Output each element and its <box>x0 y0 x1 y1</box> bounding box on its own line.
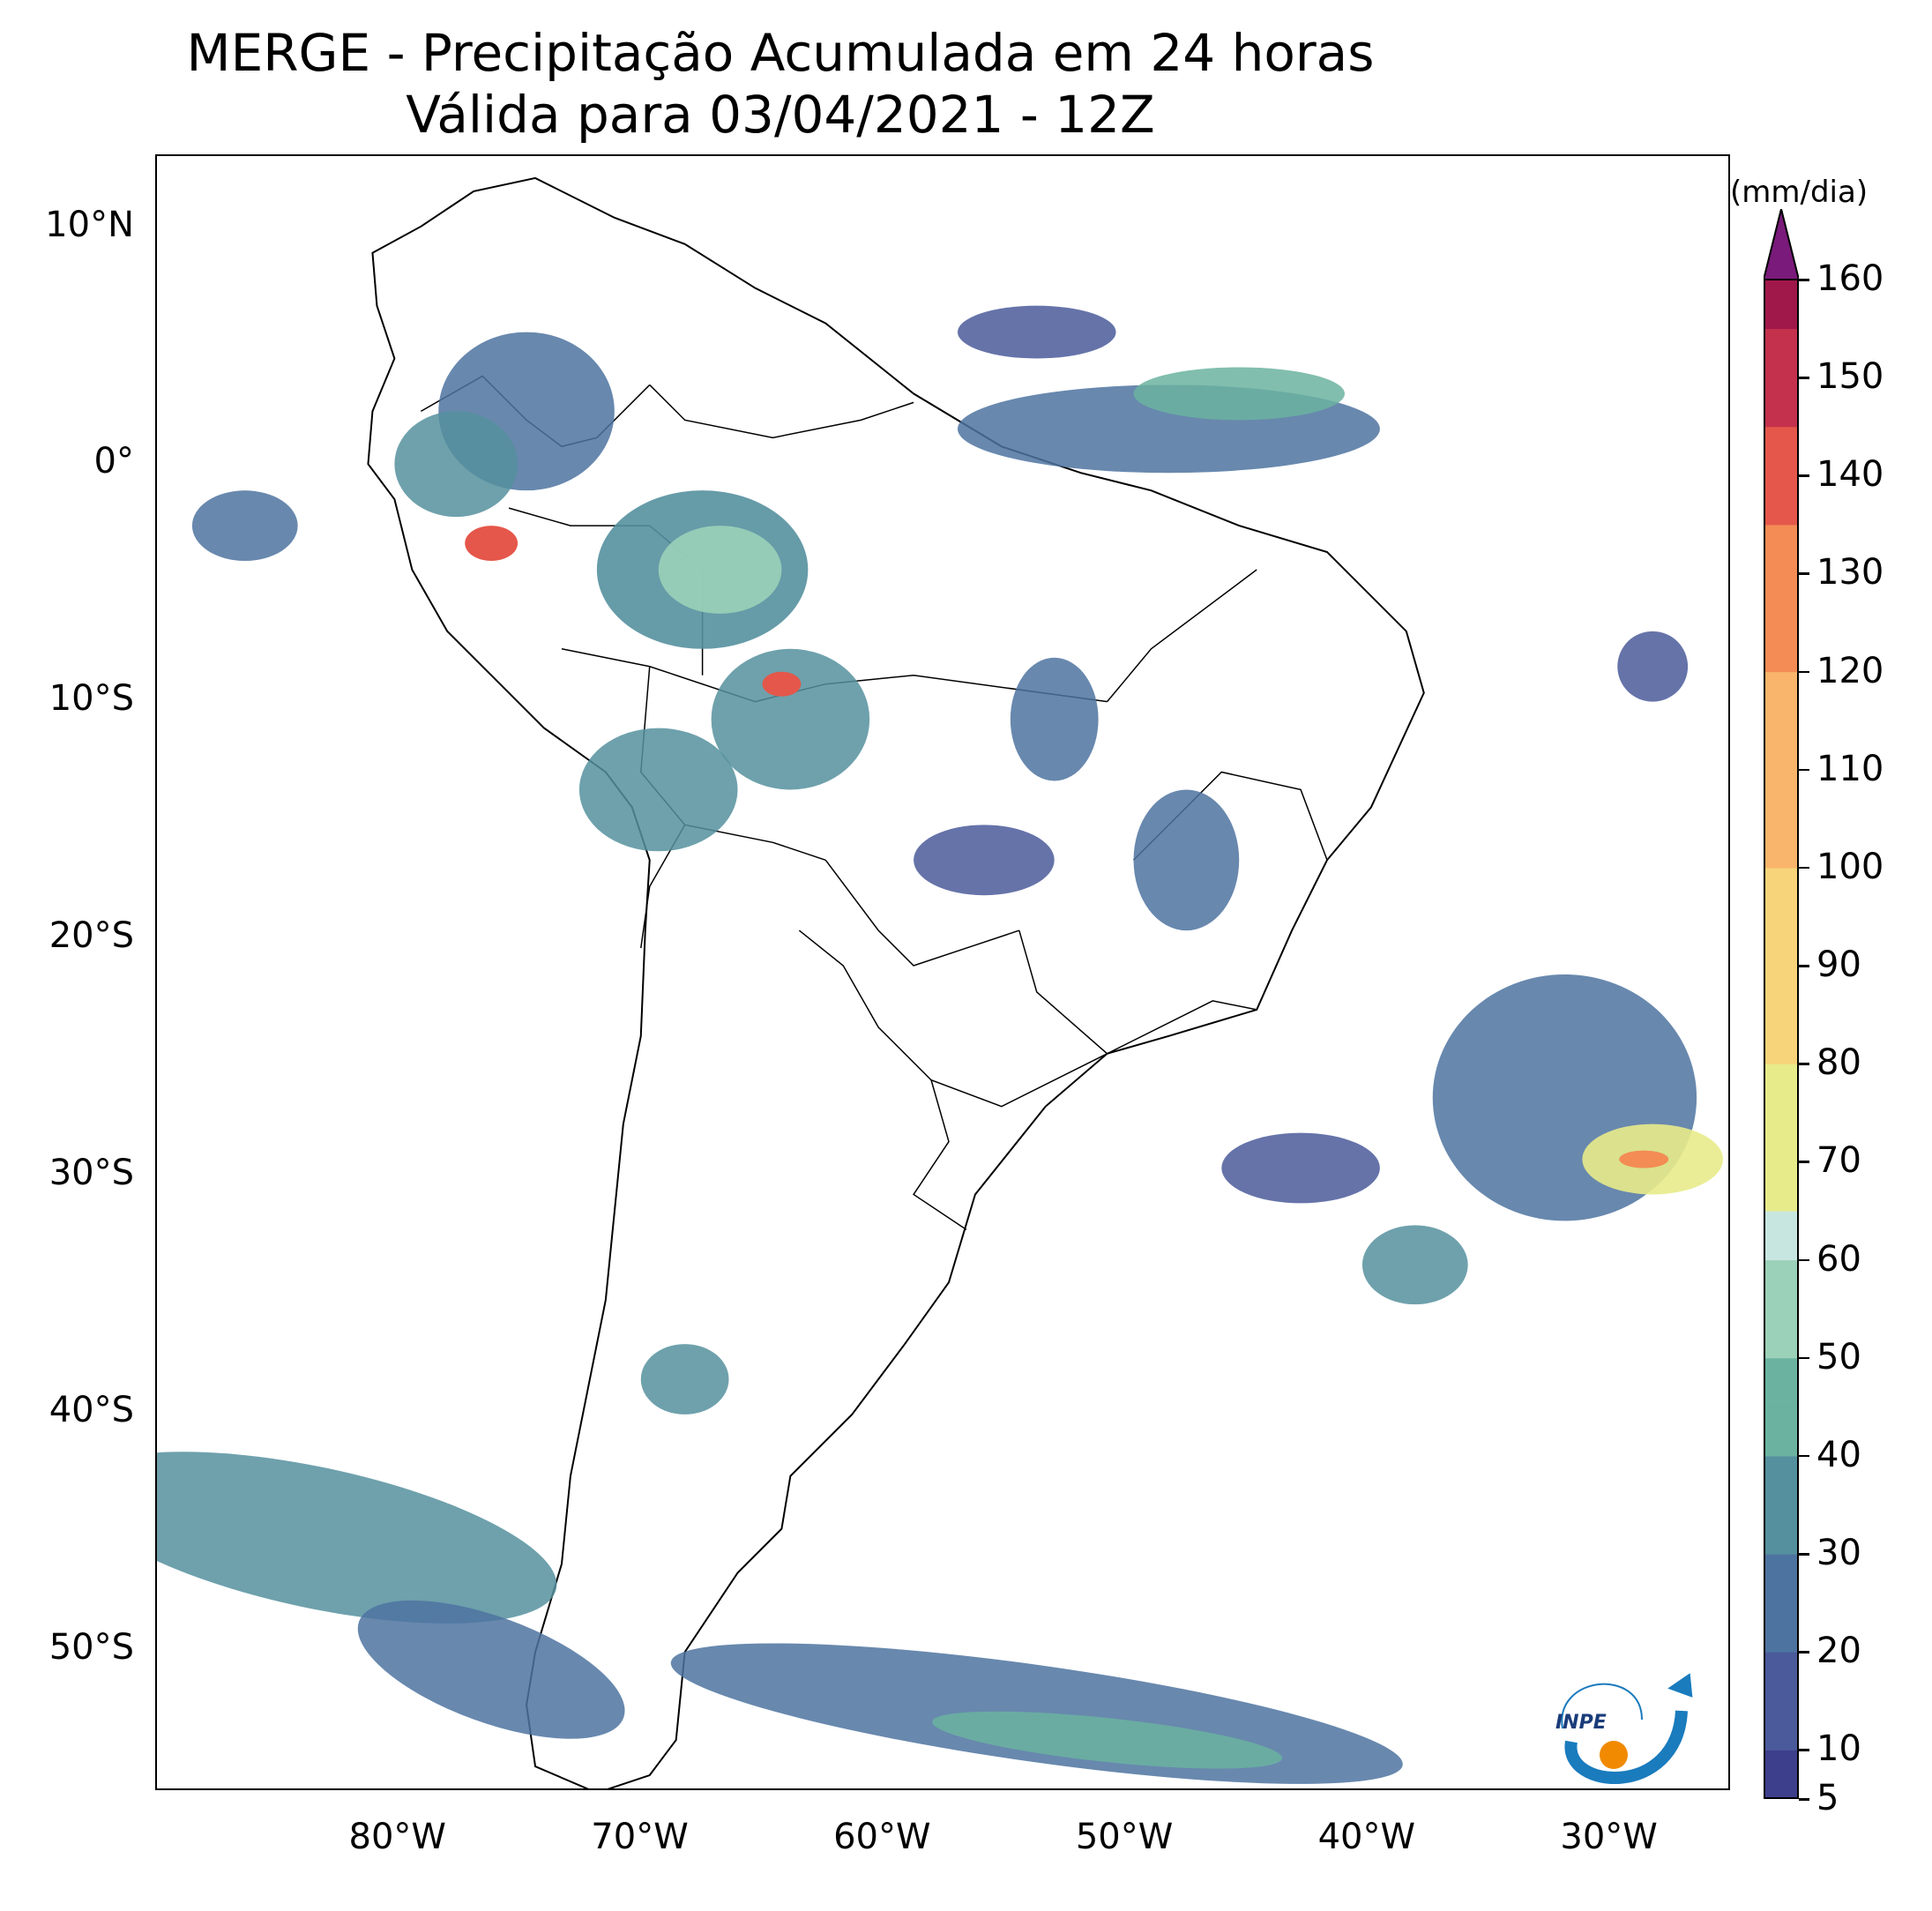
colorbar-tick-label: 60 <box>1816 1238 1861 1280</box>
colorbar-segment <box>1764 280 1799 330</box>
colorbar-segment <box>1764 720 1799 771</box>
precipitation-field <box>157 305 1724 1784</box>
lat-label: 30°S <box>48 1153 134 1193</box>
map-frame <box>155 154 1730 1790</box>
lat-label: 10°S <box>48 678 134 720</box>
colorbar-tick-mark <box>1799 965 1809 967</box>
colorbar-tick-label: 90 <box>1816 944 1861 986</box>
colorbar-segment <box>1764 328 1799 378</box>
colorbar-tick-mark <box>1799 1161 1809 1163</box>
lon-label: 60°W <box>833 1817 931 1857</box>
lat-label: 50°S <box>48 1626 134 1668</box>
colorbar-segment <box>1764 1014 1799 1064</box>
colorbar-segment <box>1764 1161 1799 1212</box>
colorbar-segment <box>1764 1064 1799 1114</box>
colorbar-tick-label: 110 <box>1816 748 1884 789</box>
colorbar-segment <box>1764 623 1799 673</box>
colorbar-tick-label: 50 <box>1816 1336 1861 1377</box>
lat-label: 10°N <box>45 204 134 245</box>
lon-label: 50°W <box>1075 1817 1174 1857</box>
colorbar-tick-label: 5 <box>1816 1778 1839 1818</box>
lon-label: 70°W <box>591 1817 689 1857</box>
colorbar-tick-mark <box>1799 1651 1809 1653</box>
colorbar-segment <box>1764 1259 1799 1310</box>
colorbar-segment <box>1764 475 1799 526</box>
colorbar-segment <box>1764 1309 1799 1359</box>
colorbar-segment <box>1764 1504 1799 1555</box>
colorbar-segment <box>1764 426 1799 476</box>
colorbar-tick-label: 70 <box>1816 1140 1861 1182</box>
colorbar-tick-mark <box>1799 279 1809 281</box>
lat-label: 40°S <box>48 1389 134 1430</box>
colorbar-tick-label: 150 <box>1816 356 1884 398</box>
logo-text: INPE <box>1555 1712 1607 1734</box>
colorbar-segment <box>1764 916 1799 967</box>
colorbar-segment <box>1764 1112 1799 1162</box>
colorbar-segment <box>1764 1407 1799 1457</box>
colorbar-tick-label: 10 <box>1816 1728 1861 1770</box>
colorbar-tick-mark <box>1799 866 1809 870</box>
lon-label: 30°W <box>1560 1817 1658 1857</box>
colorbar-tick-mark <box>1799 1553 1809 1556</box>
colorbar-unit: (mm/dia) <box>1730 175 1869 210</box>
inpe-logo: INPE <box>1555 1673 1693 1784</box>
colorbar-tick-mark <box>1799 572 1809 575</box>
colorbar-tick-label: 140 <box>1816 454 1884 496</box>
colorbar-tick-mark <box>1799 1063 1809 1065</box>
colorbar-tick-mark <box>1799 1798 1809 1801</box>
colorbar-segment <box>1764 524 1799 574</box>
colorbar-tick-mark <box>1799 670 1809 674</box>
colorbar-tick-label: 20 <box>1816 1631 1861 1672</box>
lat-label: 0° <box>93 441 134 482</box>
colorbar <box>1764 209 1799 1799</box>
colorbar-segment <box>1764 1455 1799 1506</box>
colorbar-segment <box>1764 377 1799 428</box>
colorbar-segment <box>1764 966 1799 1016</box>
lat-label: 20°S <box>48 915 134 957</box>
colorbar-tick-label: 120 <box>1816 650 1884 691</box>
colorbar-tick-label: 30 <box>1816 1533 1861 1574</box>
colorbar-segment <box>1764 1554 1799 1604</box>
colorbar-tick-mark <box>1799 377 1809 379</box>
colorbar-segment <box>1764 1357 1799 1407</box>
colorbar-tick-mark <box>1799 1258 1809 1262</box>
map-subtitle: Válida para 03/04/2021 - 12Z <box>406 85 1155 145</box>
map-title: MERGE - Precipitação Acumulada em 24 hor… <box>186 23 1375 83</box>
colorbar-outline <box>1764 279 1799 1799</box>
colorbar-segment <box>1764 671 1799 721</box>
colorbar-tick-label: 160 <box>1816 258 1884 299</box>
colorbar-tick-label: 130 <box>1816 552 1884 593</box>
precipitation-map <box>157 176 1724 1788</box>
lon-label: 40°W <box>1317 1817 1416 1857</box>
colorbar-tick-label: 80 <box>1816 1042 1861 1084</box>
colorbar-tick-label: 100 <box>1816 846 1884 887</box>
colorbar-extend-arrow <box>1764 209 1799 280</box>
colorbar-segment <box>1764 573 1799 623</box>
colorbar-segment <box>1764 1211 1799 1261</box>
colorbar-segment <box>1764 867 1799 918</box>
colorbar-segment <box>1764 1750 1799 1799</box>
colorbar-tick-mark <box>1799 1454 1809 1458</box>
colorbar-segment <box>1764 1652 1799 1702</box>
colorbar-tick-mark <box>1799 1749 1809 1751</box>
colorbar-segment <box>1764 818 1799 869</box>
colorbar-tick-label: 40 <box>1816 1434 1861 1475</box>
colorbar-segment <box>1764 769 1799 819</box>
colorbar-segment <box>1764 1602 1799 1653</box>
colorbar-tick-mark <box>1799 1356 1809 1360</box>
lon-label: 80°W <box>348 1817 446 1857</box>
colorbar-segment <box>1764 1700 1799 1751</box>
colorbar-tick-mark <box>1799 474 1809 477</box>
colorbar-tick-mark <box>1799 768 1809 772</box>
